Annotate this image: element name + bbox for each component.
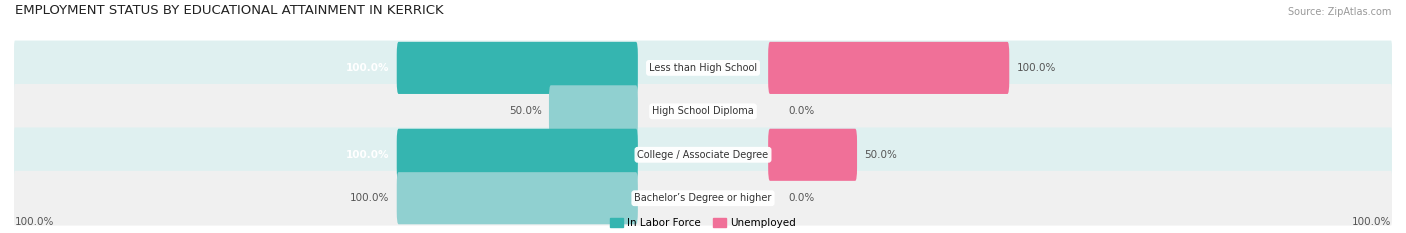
Text: EMPLOYMENT STATUS BY EDUCATIONAL ATTAINMENT IN KERRICK: EMPLOYMENT STATUS BY EDUCATIONAL ATTAINM… [15, 4, 443, 17]
FancyBboxPatch shape [396, 42, 638, 94]
Text: 50.0%: 50.0% [865, 150, 897, 160]
Text: Bachelor’s Degree or higher: Bachelor’s Degree or higher [634, 193, 772, 203]
FancyBboxPatch shape [14, 171, 1392, 226]
Text: 100.0%: 100.0% [346, 150, 389, 160]
FancyBboxPatch shape [768, 42, 1010, 94]
Text: 0.0%: 0.0% [789, 106, 814, 116]
Text: High School Diploma: High School Diploma [652, 106, 754, 116]
Text: Less than High School: Less than High School [650, 63, 756, 73]
FancyBboxPatch shape [14, 84, 1392, 139]
FancyBboxPatch shape [14, 41, 1392, 95]
FancyBboxPatch shape [14, 127, 1392, 182]
Text: 100.0%: 100.0% [350, 193, 389, 203]
FancyBboxPatch shape [396, 172, 638, 224]
Text: 100.0%: 100.0% [15, 217, 55, 227]
Text: 100.0%: 100.0% [1351, 217, 1391, 227]
Text: 100.0%: 100.0% [1017, 63, 1056, 73]
FancyBboxPatch shape [768, 129, 858, 181]
FancyBboxPatch shape [548, 85, 638, 137]
FancyBboxPatch shape [396, 129, 638, 181]
Text: 0.0%: 0.0% [789, 193, 814, 203]
Legend: In Labor Force, Unemployed: In Labor Force, Unemployed [606, 214, 800, 232]
Text: 50.0%: 50.0% [509, 106, 541, 116]
Text: Source: ZipAtlas.com: Source: ZipAtlas.com [1288, 7, 1391, 17]
Text: 100.0%: 100.0% [346, 63, 389, 73]
Text: College / Associate Degree: College / Associate Degree [637, 150, 769, 160]
